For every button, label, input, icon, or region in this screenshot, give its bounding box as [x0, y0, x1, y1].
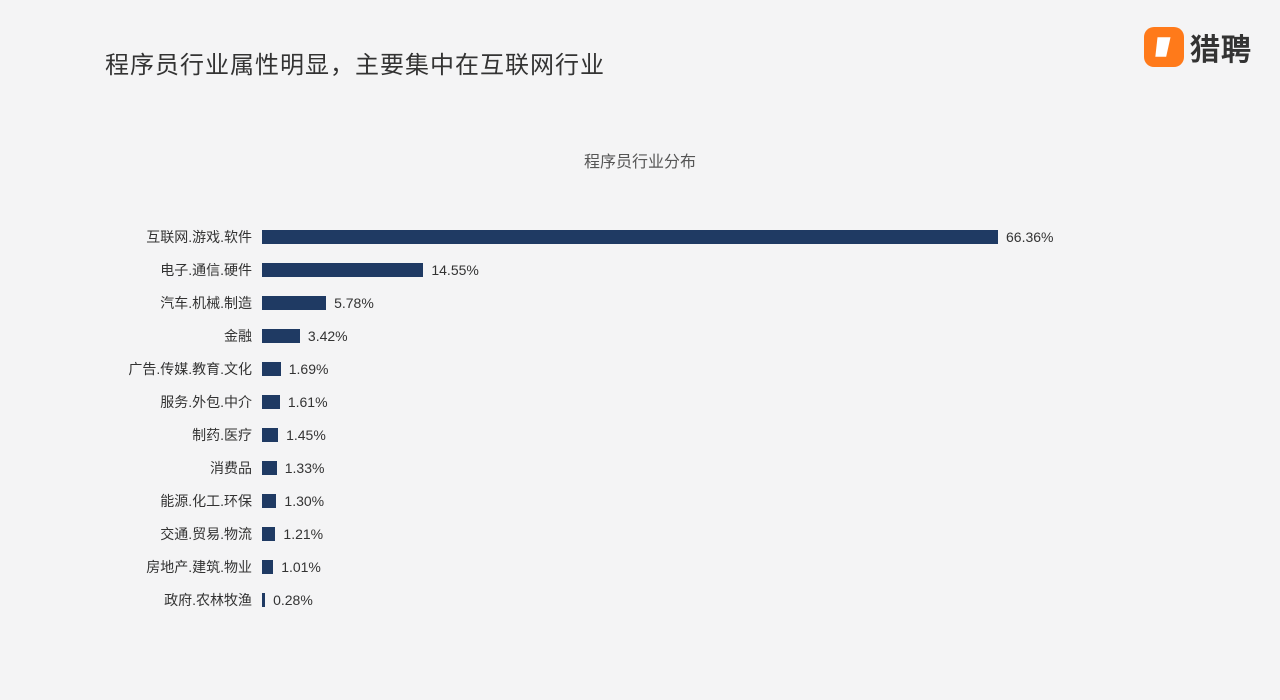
- bar-value-label: 1.33%: [285, 460, 325, 476]
- chart-row: 互联网.游戏.软件 66.36%: [0, 220, 1280, 253]
- bar: [262, 263, 423, 277]
- bar-value-label: 1.61%: [288, 394, 328, 410]
- category-label: 交通.贸易.物流: [0, 524, 262, 544]
- brand-logo: 猎聘: [1144, 25, 1252, 69]
- category-label: 汽车.机械.制造: [0, 293, 262, 313]
- bar-track: 14.55%: [262, 253, 1280, 286]
- bar-value-label: 1.45%: [286, 427, 326, 443]
- category-label: 房地产.建筑.物业: [0, 557, 262, 577]
- bar-track: 0.28%: [262, 583, 1280, 616]
- chart-row: 服务.外包.中介 1.61%: [0, 385, 1280, 418]
- bar: [262, 428, 278, 442]
- category-label: 广告.传媒.教育.文化: [0, 359, 262, 379]
- bar: [262, 362, 281, 376]
- category-label: 政府.农林牧渔: [0, 590, 262, 610]
- chart-row: 电子.通信.硬件 14.55%: [0, 253, 1280, 286]
- chart-row: 政府.农林牧渔 0.28%: [0, 583, 1280, 616]
- category-label: 电子.通信.硬件: [0, 260, 262, 280]
- category-label: 消费品: [0, 458, 262, 478]
- bar: [262, 461, 277, 475]
- chart-row: 消费品 1.33%: [0, 451, 1280, 484]
- chart-row: 广告.传媒.教育.文化 1.69%: [0, 352, 1280, 385]
- bar: [262, 593, 265, 607]
- bar-track: 3.42%: [262, 319, 1280, 352]
- chart-row: 汽车.机械.制造 5.78%: [0, 286, 1280, 319]
- bar-track: 5.78%: [262, 286, 1280, 319]
- bar-value-label: 1.01%: [281, 559, 321, 575]
- chart-row: 金融 3.42%: [0, 319, 1280, 352]
- bar: [262, 494, 276, 508]
- industry-distribution-chart: 互联网.游戏.软件 66.36% 电子.通信.硬件 14.55% 汽车.机械.制造 5.7…: [0, 220, 1280, 616]
- bar-value-label: 0.28%: [273, 592, 313, 608]
- chart-row: 制药.医疗 1.45%: [0, 418, 1280, 451]
- bar-value-label: 14.55%: [431, 262, 478, 278]
- bar-value-label: 3.42%: [308, 328, 348, 344]
- bar: [262, 296, 326, 310]
- liepin-logo-icon: [1144, 27, 1184, 67]
- bar-track: 66.36%: [262, 220, 1280, 253]
- category-label: 互联网.游戏.软件: [0, 227, 262, 247]
- chart-row: 能源.化工.环保 1.30%: [0, 484, 1280, 517]
- brand-logo-text: 猎聘: [1190, 25, 1252, 69]
- bar-value-label: 66.36%: [1006, 229, 1053, 245]
- bar: [262, 560, 273, 574]
- bar: [262, 395, 280, 409]
- bar-track: 1.30%: [262, 484, 1280, 517]
- bar-value-label: 1.30%: [284, 493, 324, 509]
- chart-row: 房地产.建筑.物业 1.01%: [0, 550, 1280, 583]
- category-label: 能源.化工.环保: [0, 491, 262, 511]
- bar: [262, 527, 275, 541]
- bar-track: 1.21%: [262, 517, 1280, 550]
- bar-value-label: 1.21%: [283, 526, 323, 542]
- bar-value-label: 1.69%: [289, 361, 329, 377]
- bar-track: 1.61%: [262, 385, 1280, 418]
- category-label: 金融: [0, 326, 262, 346]
- category-label: 服务.外包.中介: [0, 392, 262, 412]
- chart-title: 程序员行业分布: [584, 148, 696, 172]
- bar: [262, 230, 998, 244]
- bar-track: 1.45%: [262, 418, 1280, 451]
- bar-value-label: 5.78%: [334, 295, 374, 311]
- bar-track: 1.33%: [262, 451, 1280, 484]
- category-label: 制药.医疗: [0, 425, 262, 445]
- bar-track: 1.01%: [262, 550, 1280, 583]
- bar: [262, 329, 300, 343]
- page-title: 程序员行业属性明显，主要集中在互联网行业: [105, 45, 605, 80]
- bar-track: 1.69%: [262, 352, 1280, 385]
- chart-row: 交通.贸易.物流 1.21%: [0, 517, 1280, 550]
